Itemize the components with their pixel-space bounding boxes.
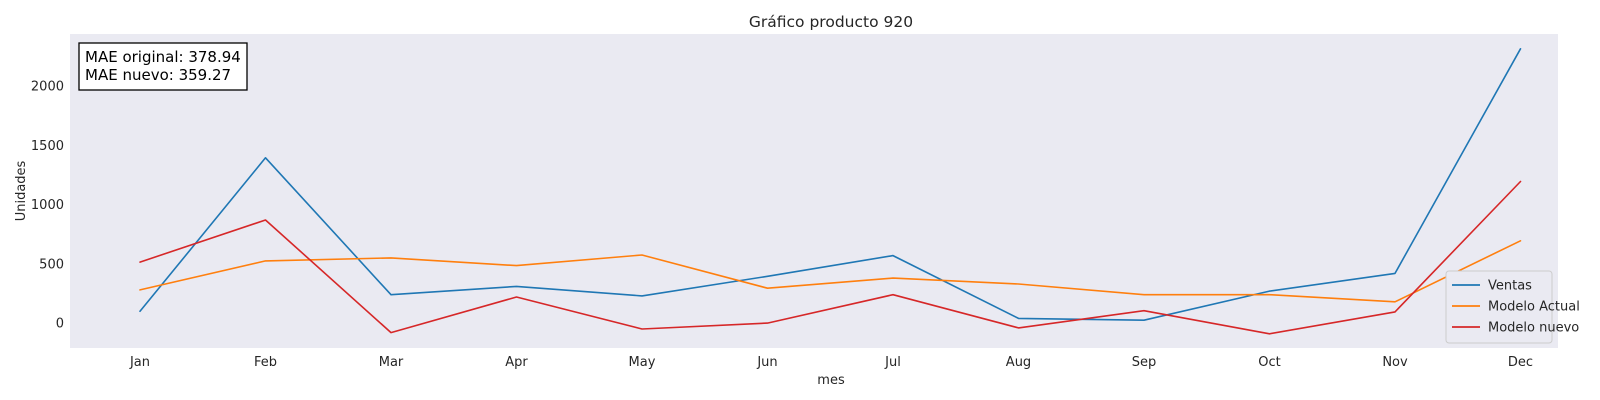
legend: Ventas Modelo Actual Modelo nuevo: [1445, 270, 1580, 344]
x-tick-label: Mar: [379, 355, 404, 370]
y-tick-label: 1000: [31, 198, 64, 213]
x-tick-label: Jul: [884, 355, 901, 370]
x-tick-label: Jan: [129, 355, 150, 370]
y-tick-label: 0: [56, 317, 64, 332]
x-tick-label: Dec: [1508, 355, 1533, 370]
x-tick-label: Sep: [1132, 355, 1157, 370]
y-tick-labels: 0 500 1000 1500 2000: [31, 80, 64, 332]
y-axis-label: Unidades: [14, 160, 29, 221]
mae-annotation: MAE original: 378.94 MAE nuevo: 359.27: [78, 42, 248, 91]
x-tick-label: Nov: [1382, 355, 1408, 370]
x-tick-label: Jun: [756, 355, 777, 370]
series-line-modelo-actual: [139, 240, 1522, 303]
series-line-modelo-nuevo: [139, 180, 1522, 335]
x-tick-label: Aug: [1006, 355, 1031, 370]
legend-box: [1445, 270, 1553, 344]
mae-nuevo-text: MAE nuevo: 359.27: [85, 66, 231, 84]
series-line-ventas: [139, 47, 1522, 322]
x-tick-label: May: [629, 355, 656, 370]
mae-annotation-box: [78, 42, 248, 91]
plot-area: [70, 34, 1558, 348]
legend-label: Ventas: [1488, 279, 1532, 294]
x-tick-label: Feb: [254, 355, 277, 370]
x-tick-label: Oct: [1258, 355, 1280, 370]
x-tick-labels: Jan Feb Mar Apr May Jun Jul Aug Sep Oct Nov Dec: [129, 355, 1533, 370]
series-lines: [139, 47, 1522, 335]
legend-label: Modelo nuevo: [1488, 321, 1579, 336]
legend-label: Modelo Actual: [1488, 300, 1580, 315]
x-tick-label: Apr: [505, 355, 528, 370]
chart-title: Gráfico producto 920: [749, 13, 913, 31]
y-tick-label: 2000: [31, 80, 64, 95]
mae-original-text: MAE original: 378.94: [85, 48, 241, 66]
y-tick-label: 500: [39, 257, 64, 272]
x-axis-label: mes: [817, 373, 845, 388]
y-tick-label: 1500: [31, 139, 64, 154]
